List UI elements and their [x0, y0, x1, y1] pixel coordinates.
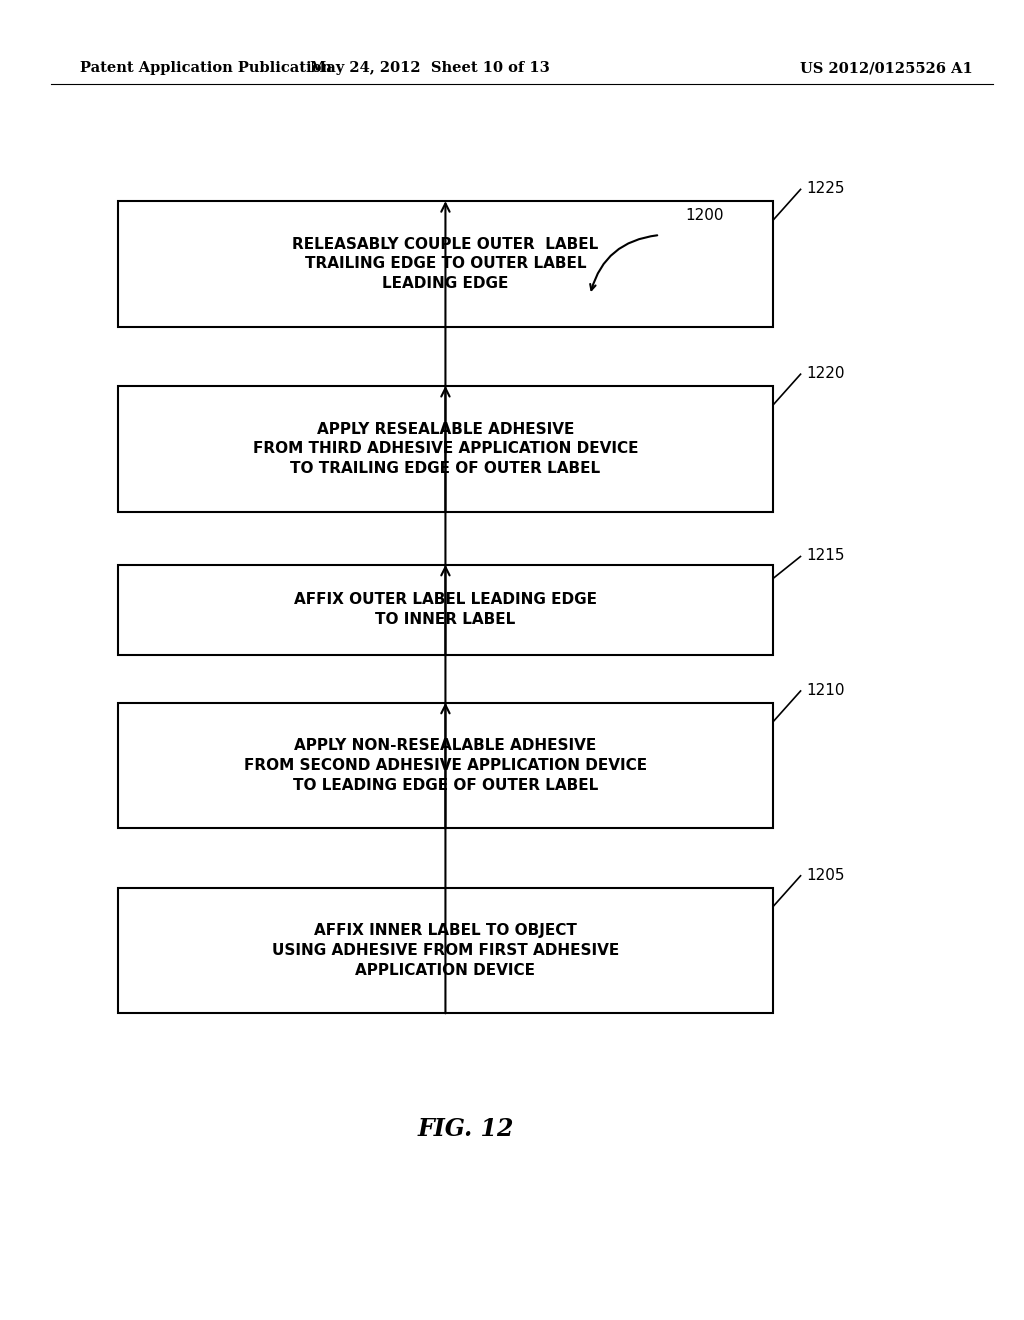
Text: 1205: 1205: [806, 867, 845, 883]
Text: 1200: 1200: [685, 207, 724, 223]
Text: 1215: 1215: [806, 549, 845, 564]
Text: May 24, 2012  Sheet 10 of 13: May 24, 2012 Sheet 10 of 13: [310, 61, 550, 75]
Text: Patent Application Publication: Patent Application Publication: [80, 61, 332, 75]
Bar: [118, 385, 773, 511]
Bar: [118, 201, 773, 327]
Bar: [118, 887, 773, 1014]
Text: RELEASABLY COUPLE OUTER  LABEL
TRAILING EDGE TO OUTER LABEL
LEADING EDGE: RELEASABLY COUPLE OUTER LABEL TRAILING E…: [292, 236, 599, 292]
Text: 1210: 1210: [806, 682, 845, 698]
Text: AFFIX OUTER LABEL LEADING EDGE
TO INNER LABEL: AFFIX OUTER LABEL LEADING EDGE TO INNER …: [294, 593, 597, 627]
Text: AFFIX INNER LABEL TO OBJECT
USING ADHESIVE FROM FIRST ADHESIVE
APPLICATION DEVIC: AFFIX INNER LABEL TO OBJECT USING ADHESI…: [271, 923, 620, 978]
Text: FIG. 12: FIG. 12: [418, 1117, 514, 1140]
Bar: [118, 702, 773, 829]
Text: APPLY RESEALABLE ADHESIVE
FROM THIRD ADHESIVE APPLICATION DEVICE
TO TRAILING EDG: APPLY RESEALABLE ADHESIVE FROM THIRD ADH…: [253, 421, 638, 477]
Text: APPLY NON-RESEALABLE ADHESIVE
FROM SECOND ADHESIVE APPLICATION DEVICE
TO LEADING: APPLY NON-RESEALABLE ADHESIVE FROM SECON…: [244, 738, 647, 793]
Bar: [118, 565, 773, 655]
Text: US 2012/0125526 A1: US 2012/0125526 A1: [800, 61, 973, 75]
Text: 1225: 1225: [806, 181, 845, 197]
Text: 1220: 1220: [806, 366, 845, 381]
